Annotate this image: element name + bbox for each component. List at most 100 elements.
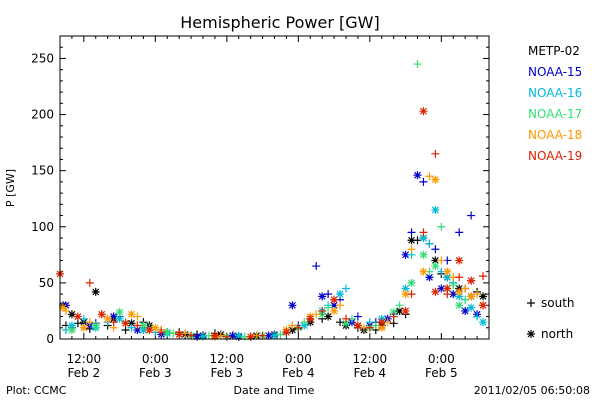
point-south bbox=[419, 177, 428, 186]
point-south bbox=[431, 149, 440, 158]
x-axis-label: Date and Time bbox=[234, 384, 315, 397]
point-north bbox=[431, 256, 440, 265]
point-north bbox=[228, 331, 237, 340]
point-north bbox=[234, 331, 243, 340]
plot-frame bbox=[59, 35, 490, 340]
point-north bbox=[79, 323, 88, 332]
point-north bbox=[288, 301, 297, 310]
point-south bbox=[425, 239, 434, 248]
marker-legend: south north bbox=[527, 296, 575, 341]
point-north bbox=[270, 331, 279, 340]
point-north bbox=[479, 301, 488, 310]
point-north bbox=[389, 308, 398, 317]
point-south bbox=[407, 245, 416, 254]
point-south bbox=[365, 323, 374, 332]
point-north bbox=[330, 306, 339, 315]
point-north bbox=[288, 326, 297, 335]
point-north bbox=[455, 256, 464, 265]
point-north bbox=[479, 292, 488, 301]
legend-marker-north bbox=[527, 330, 535, 338]
legend-marker-label: north bbox=[541, 327, 573, 341]
x-tick-time: 0:00 bbox=[428, 352, 455, 366]
point-north bbox=[467, 276, 476, 285]
point-north bbox=[151, 323, 160, 332]
point-north bbox=[467, 303, 476, 312]
point-south bbox=[437, 256, 446, 265]
point-south bbox=[455, 273, 464, 282]
point-north bbox=[407, 236, 416, 245]
point-south bbox=[389, 312, 398, 321]
x-tick-date: Feb 4 bbox=[353, 366, 386, 380]
legend-marker-label: south bbox=[541, 296, 575, 310]
series-noaa-15 bbox=[61, 171, 482, 341]
point-south bbox=[413, 60, 422, 69]
point-south bbox=[276, 330, 285, 339]
point-north bbox=[479, 318, 488, 327]
point-south bbox=[312, 262, 321, 271]
point-north bbox=[431, 287, 440, 296]
point-south bbox=[407, 290, 416, 299]
y-tick-label: 250 bbox=[31, 51, 54, 65]
point-south bbox=[79, 314, 88, 323]
point-north bbox=[443, 273, 452, 282]
point-north bbox=[193, 332, 202, 341]
point-north bbox=[419, 250, 428, 259]
point-north bbox=[455, 287, 464, 296]
point-north bbox=[407, 278, 416, 287]
point-north bbox=[431, 262, 440, 271]
point-south bbox=[85, 278, 94, 287]
point-north bbox=[377, 318, 386, 327]
x-tick-date: Feb 2 bbox=[67, 366, 100, 380]
point-north bbox=[73, 312, 82, 321]
point-south bbox=[336, 318, 345, 327]
legend-entry: NOAA-18 bbox=[528, 128, 582, 142]
point-north bbox=[139, 321, 148, 330]
point-south bbox=[455, 228, 464, 237]
x-tick-time: 12:00 bbox=[210, 352, 245, 366]
point-north bbox=[395, 306, 404, 315]
footer-timestamp: 2011/02/05 06:50:08 bbox=[474, 384, 590, 397]
point-north bbox=[67, 310, 76, 319]
point-south bbox=[157, 328, 166, 337]
point-north bbox=[115, 308, 124, 317]
point-north bbox=[419, 267, 428, 276]
point-north bbox=[175, 330, 184, 339]
y-axis-label-wrap: P [GW] bbox=[4, 169, 17, 207]
legend-entry: METP-02 bbox=[528, 44, 580, 58]
series-metp-02 bbox=[58, 234, 488, 341]
y-axis: 0 50 100 150 200 250 bbox=[31, 46, 489, 346]
x-tick-time: 12:00 bbox=[353, 352, 388, 366]
data-points bbox=[56, 60, 488, 341]
point-north bbox=[210, 331, 219, 340]
point-north bbox=[58, 303, 67, 312]
point-south bbox=[449, 281, 458, 290]
legend-entry: NOAA-17 bbox=[528, 107, 582, 121]
point-north bbox=[443, 284, 452, 293]
footer-source: Plot: CCMC bbox=[6, 384, 67, 397]
series-noaa-17 bbox=[67, 60, 470, 341]
y-tick-label: 150 bbox=[31, 164, 54, 178]
chart-title: Hemispheric Power [GW] bbox=[180, 13, 379, 32]
point-north bbox=[127, 319, 136, 328]
y-tick-label: 200 bbox=[31, 108, 54, 122]
point-north bbox=[467, 292, 476, 301]
point-south bbox=[294, 323, 303, 332]
point-north bbox=[127, 310, 136, 319]
x-tick-time: 0:00 bbox=[142, 352, 169, 366]
point-south bbox=[473, 290, 482, 299]
point-south bbox=[300, 318, 309, 327]
point-north bbox=[133, 326, 142, 335]
point-south bbox=[342, 314, 350, 323]
series-noaa-18 bbox=[58, 172, 488, 341]
point-north bbox=[413, 171, 422, 180]
point-north bbox=[401, 250, 410, 259]
point-south bbox=[288, 321, 297, 330]
point-south bbox=[419, 228, 428, 237]
point-south bbox=[133, 312, 142, 321]
point-south bbox=[425, 172, 434, 181]
y-tick-label: 100 bbox=[31, 220, 54, 234]
point-north bbox=[163, 328, 172, 337]
point-south bbox=[324, 290, 333, 299]
point-north bbox=[282, 328, 291, 337]
